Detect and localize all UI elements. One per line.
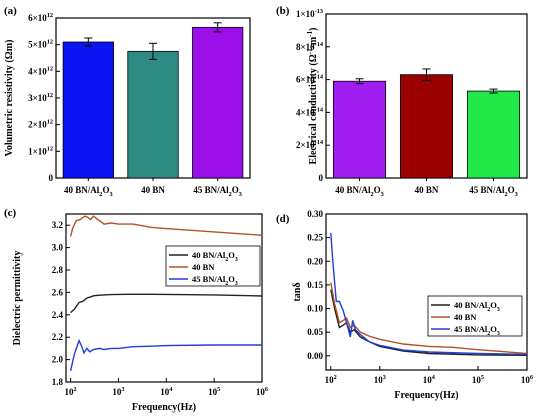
y-tick-label: 6×1012​ — [28, 12, 53, 23]
y-tick-label: 0.30 — [307, 209, 323, 219]
y-tick-label: 0.00 — [307, 351, 323, 361]
panel-label: (b) — [276, 5, 290, 17]
y-tick-label: 2.0 — [52, 355, 64, 365]
x-tick-label: 102​ — [65, 386, 77, 397]
y-tick-label: 6×10-14​ — [296, 74, 324, 85]
y-tick-label: 3.0 — [52, 243, 64, 253]
y-tick-label: 0.25 — [307, 233, 323, 243]
x-axis-label: Frequency(Hz) — [394, 390, 458, 401]
legend-label: 40 BN — [454, 312, 477, 322]
plot-frame — [325, 213, 528, 371]
bar — [466, 90, 521, 179]
y-tick-label: 0.05 — [307, 327, 323, 337]
y-tick-label: 0.10 — [307, 304, 323, 314]
x-tick-label: 103​ — [374, 374, 386, 385]
legend: 40 BN/Al2O3​40 BN 45 BN/Al2O3​ — [165, 245, 261, 287]
x-tick-label: 40 BN/Al2O3​ — [64, 185, 113, 198]
x-tick-label: 106​ — [256, 386, 268, 397]
y-tick-label: 2.8 — [52, 265, 64, 275]
y-axis-label: Dielectric permittivity — [12, 251, 23, 346]
panel-label: (c) — [4, 207, 17, 219]
y-tick-label: 0.20 — [307, 256, 323, 266]
series-line — [70, 293, 263, 314]
series-line — [69, 338, 262, 371]
panel-label: (d) — [276, 213, 290, 225]
y-tick-label: 8×10-14​ — [296, 41, 324, 52]
x-tick-label: 45 BN/Al2O3​ — [469, 185, 518, 198]
y-axis-label: Electrical conductivity (Ω-1​·m-1​) — [306, 28, 319, 165]
bar — [192, 26, 244, 179]
x-tick-label: 40 BN — [415, 185, 439, 195]
y-tick-label: 1×1012​ — [28, 145, 53, 156]
y-tick-label: 3×1012​ — [28, 92, 53, 103]
y-tick-label: 1.8 — [52, 377, 64, 387]
panel-a: (a) 0 1×1012​ 2×1012​ 3×1012​ 4×1012​ 5×1012​ 6… — [4, 5, 251, 198]
x-tick-label: 45 BN/Al2O3​ — [193, 185, 242, 198]
bar — [62, 41, 114, 179]
x-tick-label: 40 BN/Al2O3​ — [335, 185, 384, 198]
y-tick-label: 2×10-14​ — [296, 139, 324, 150]
y-tick-label: 0.15 — [307, 280, 323, 290]
legend-label: 40 BN — [192, 262, 215, 272]
y-tick-label: 2×1012​ — [28, 119, 53, 130]
series-line — [330, 289, 528, 356]
x-tick-label: 104​ — [423, 374, 436, 385]
legend-label: 40 BN/Al2O3​ — [192, 250, 238, 263]
legend-label: 45 BN/Al2O3​ — [454, 324, 500, 337]
series-line — [69, 215, 263, 237]
y-tick-label: 2.2 — [52, 332, 64, 342]
y-tick-label: 4×10-14​ — [296, 106, 324, 117]
bar — [399, 74, 454, 179]
panel-label: (a) — [4, 5, 17, 17]
panel-b: (b) 0 2×10-14​ 4×10-14​ 6×10-14​ 8×10-14​ 1×10… — [276, 5, 528, 198]
y-tick-label: 5×1012​ — [28, 39, 53, 50]
series-line — [330, 232, 528, 356]
x-tick-label: 105​ — [208, 386, 220, 397]
y-tick-label: 2.4 — [52, 310, 64, 320]
legend: 40 BN/Al2O3​40 BN 45 BN/Al2O3​ — [427, 295, 523, 337]
y-tick-label: 2.6 — [52, 287, 64, 297]
panel-d: (d) 0.00 0.05 0.10 0.15 0.20 0.25 0.30 tanδ 102​ 1… — [276, 209, 533, 401]
panel-c: (c) 1.8 2.0 2.2 2.4 2.6 2.8 3.0 3.2 Dielectric pe… — [4, 207, 268, 413]
legend-label: 45 BN/Al2O3​ — [192, 274, 238, 287]
y-tick-label: 3.2 — [52, 220, 64, 230]
x-tick-label: 106​ — [521, 374, 533, 385]
x-tick-label: 102​ — [325, 374, 337, 385]
legend-label: 40 BN/Al2O3​ — [454, 300, 500, 313]
series-line — [330, 282, 528, 355]
y-tick-label: 1×10-13​ — [296, 8, 323, 19]
y-axis-label: Volumetric resistivity (Ωm) — [4, 40, 15, 157]
x-tick-label: 103​ — [112, 386, 124, 397]
y-tick-label: 0 — [319, 173, 324, 183]
x-axis-label: Frequency(Hz) — [132, 402, 196, 413]
bar — [127, 50, 179, 179]
plot-frame — [65, 213, 263, 383]
y-axis-label: tanδ — [292, 282, 303, 301]
x-tick-label: 104​ — [160, 386, 173, 397]
bar — [332, 80, 387, 179]
x-tick-label: 40 BN — [141, 185, 165, 195]
y-tick-label: 4×1012​ — [28, 65, 53, 76]
x-tick-label: 105​ — [472, 374, 484, 385]
y-tick-label: 0 — [49, 173, 54, 183]
